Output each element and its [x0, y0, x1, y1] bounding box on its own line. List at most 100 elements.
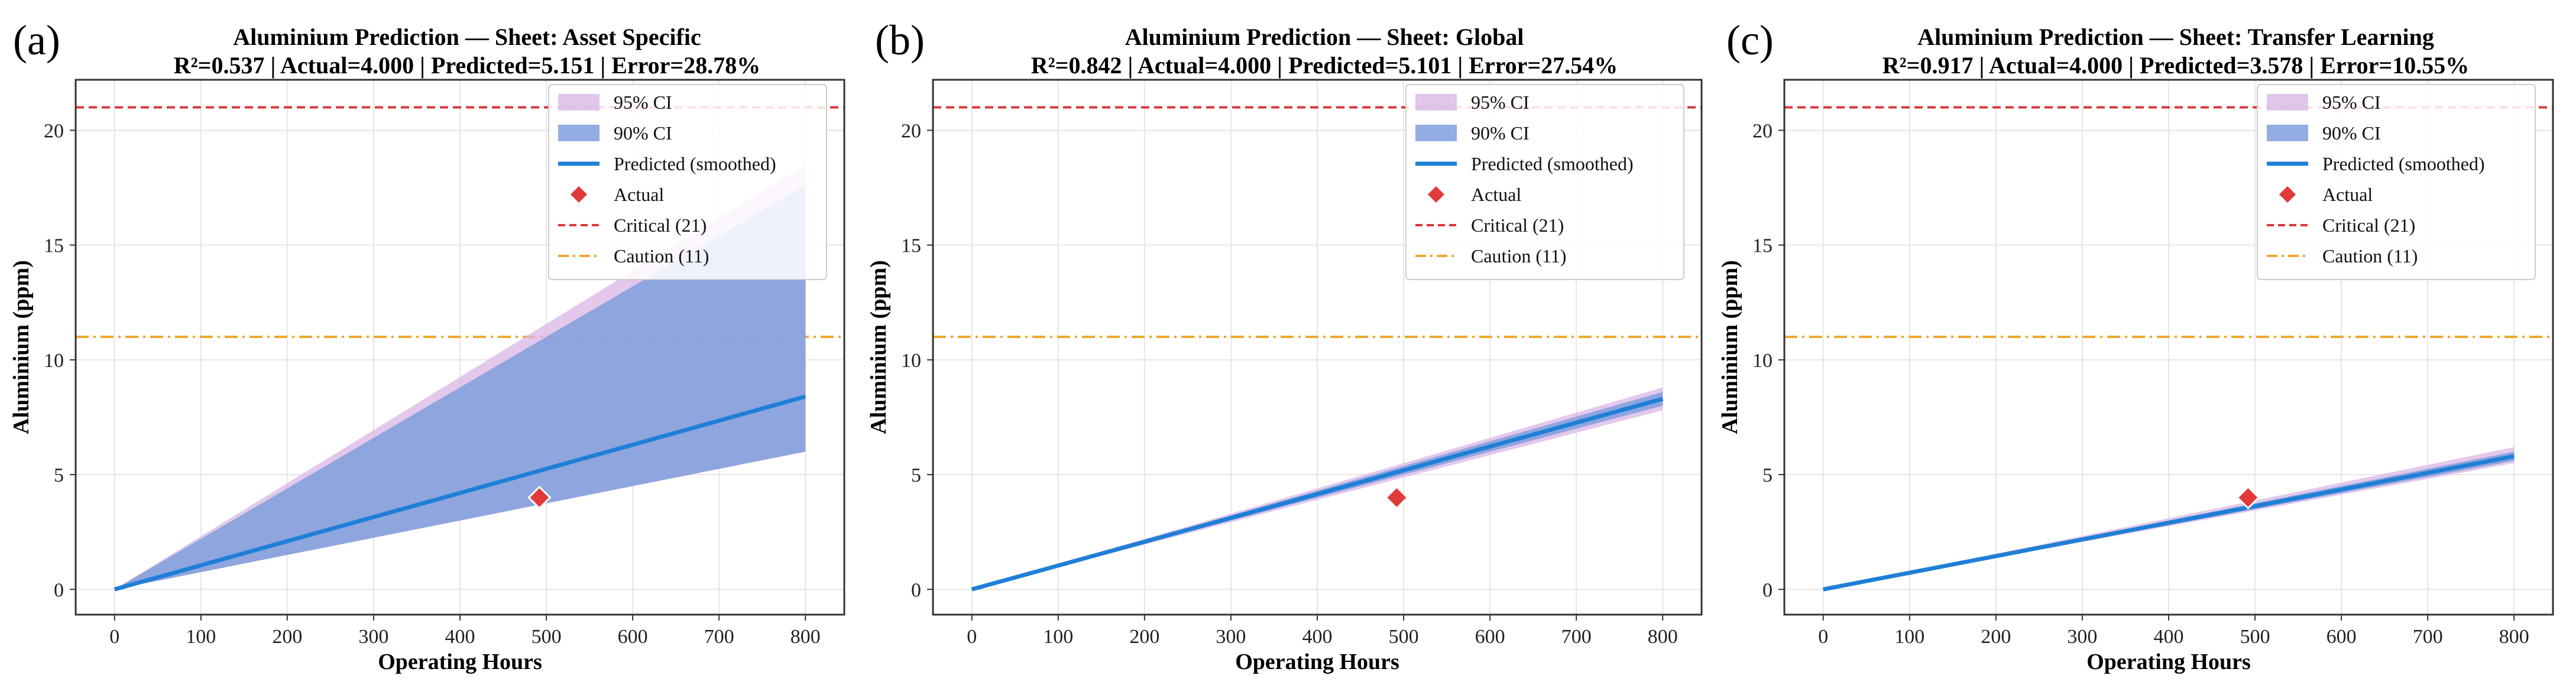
chart-title: Aluminium Prediction — Sheet: Global — [1125, 24, 1524, 50]
x-tick-label: 500 — [1389, 626, 1419, 648]
ci95-band — [1823, 447, 2515, 590]
x-tick-label: 100 — [1043, 626, 1073, 648]
legend-item: Critical (21) — [2267, 215, 2415, 236]
x-tick-label: 0 — [109, 626, 119, 648]
legend-item: Critical (21) — [1415, 215, 1564, 236]
panel-label: (c) — [1726, 17, 1774, 64]
legend-item: Predicted (smoothed) — [1415, 153, 1634, 174]
x-axis-label: Operating Hours — [378, 649, 542, 674]
legend-swatch-ci95 — [2267, 94, 2308, 111]
legend-label: Predicted (smoothed) — [1471, 153, 1634, 174]
y-tick-label: 10 — [1752, 350, 1773, 372]
x-tick-label: 700 — [2413, 626, 2443, 648]
legend-label: Predicted (smoothed) — [2322, 153, 2485, 174]
x-axis-label: Operating Hours — [1235, 649, 1399, 674]
chart-panel-3: (c) Aluminium Prediction — Sheet: Transfe… — [1718, 17, 2554, 674]
y-tick-label: 0 — [1762, 579, 1773, 601]
x-tick-label: 300 — [358, 626, 388, 648]
y-tick-label: 0 — [911, 579, 921, 601]
actual-point — [1385, 485, 1409, 510]
legend-swatch-ci90 — [558, 125, 600, 141]
legend-item: Actual — [571, 184, 664, 205]
x-tick-label: 700 — [1561, 626, 1592, 648]
legend-label: 95% CI — [1471, 92, 1530, 113]
x-tick-label: 500 — [2240, 626, 2270, 648]
x-tick-label: 400 — [1302, 626, 1333, 648]
x-tick-label: 0 — [967, 626, 977, 648]
legend-item: Caution (11) — [1415, 245, 1566, 267]
x-axis-label: Operating Hours — [2086, 649, 2251, 674]
chart-subtitle: R²=0.917 | Actual=4.000 | Predicted=3.57… — [1882, 52, 2469, 79]
legend: 95% CI 90% CI Predicted (smoothed) Actual Cr… — [548, 84, 827, 280]
predicted-line — [114, 394, 806, 592]
y-tick-label: 15 — [901, 235, 921, 257]
panel-label: (a) — [13, 17, 60, 64]
legend-label: 90% CI — [1471, 122, 1530, 144]
legend-label: Actual — [1471, 184, 1521, 205]
legend-item: Actual — [1428, 184, 1521, 205]
y-tick-label: 15 — [1752, 235, 1773, 257]
actual-point — [2236, 485, 2260, 510]
legend-item: Caution (11) — [2267, 245, 2418, 267]
legend-label: Predicted (smoothed) — [614, 153, 776, 174]
x-tick-label: 600 — [1475, 626, 1505, 648]
legend-item: 90% CI — [1415, 122, 1530, 144]
x-tick-label: 800 — [2499, 626, 2529, 648]
x-tick-label: 600 — [2326, 626, 2357, 648]
y-axis-label: Aluminium (ppm) — [866, 260, 891, 434]
x-tick-label: 800 — [1648, 626, 1678, 648]
legend-item: 90% CI — [558, 122, 672, 144]
y-tick-label: 5 — [911, 465, 921, 486]
legend-label: 90% CI — [2322, 122, 2381, 144]
x-tick-label: 700 — [704, 626, 734, 648]
legend-box — [548, 84, 827, 280]
ci90-band — [114, 185, 806, 590]
legend-label: Critical (21) — [2322, 215, 2415, 236]
y-axis-label: Aluminium (ppm) — [1718, 260, 1742, 434]
chart-title: Aluminium Prediction — Sheet: Transfer L… — [1917, 24, 2434, 50]
x-axis: 0 100 200 300 400 500 600 700 800 — [109, 615, 821, 648]
legend-label: Critical (21) — [614, 215, 707, 236]
y-axis: 0 5 10 15 20 — [901, 120, 933, 601]
y-tick-label: 10 — [901, 350, 921, 372]
y-axis: 0 5 10 15 20 — [44, 120, 76, 601]
x-tick-label: 800 — [790, 626, 821, 648]
legend-label: Actual — [614, 184, 664, 205]
ci95-band — [971, 387, 1663, 590]
chart-panel-2: (b) Aluminium Prediction — Sheet: GlobalR… — [866, 17, 1703, 674]
legend-label: Caution (11) — [1471, 245, 1566, 267]
x-tick-label: 100 — [186, 626, 216, 648]
x-tick-label: 400 — [445, 626, 475, 648]
legend-item: Predicted (smoothed) — [558, 153, 776, 174]
x-tick-label: 200 — [1981, 626, 2011, 648]
legend-label: 90% CI — [614, 122, 672, 144]
legend-label: Caution (11) — [614, 245, 709, 267]
actual-point — [527, 485, 552, 510]
legend-item: Caution (11) — [558, 245, 709, 267]
x-axis: 0 100 200 300 400 500 600 700 800 — [1818, 615, 2529, 648]
legend-item: 95% CI — [1415, 92, 1530, 113]
gridlines — [1784, 80, 2553, 615]
legend-swatch-ci95 — [558, 94, 600, 111]
chart-subtitle: R²=0.842 | Actual=4.000 | Predicted=5.10… — [1031, 52, 1618, 79]
legend-swatch-ci95 — [1415, 94, 1457, 111]
legend-swatch-ci90 — [2267, 125, 2308, 141]
legend-item: Predicted (smoothed) — [2267, 153, 2485, 174]
y-tick-label: 20 — [44, 120, 64, 142]
gridlines — [933, 80, 1702, 615]
legend: 95% CI 90% CI Predicted (smoothed) Actual Cr… — [2257, 84, 2536, 280]
y-axis-label: Aluminium (ppm) — [9, 260, 34, 434]
x-tick-label: 600 — [618, 626, 648, 648]
legend-swatch-ci90 — [1415, 125, 1457, 141]
x-tick-label: 200 — [1129, 626, 1159, 648]
y-axis: 0 5 10 15 20 — [1752, 120, 1784, 601]
legend-swatch-actual — [571, 186, 587, 203]
legend-label: Actual — [2322, 184, 2373, 205]
predicted-line — [1823, 454, 2515, 592]
y-tick-label: 15 — [44, 235, 64, 257]
legend-label: Critical (21) — [1471, 215, 1564, 236]
x-tick-label: 400 — [2154, 626, 2184, 648]
predicted-line — [971, 397, 1664, 592]
